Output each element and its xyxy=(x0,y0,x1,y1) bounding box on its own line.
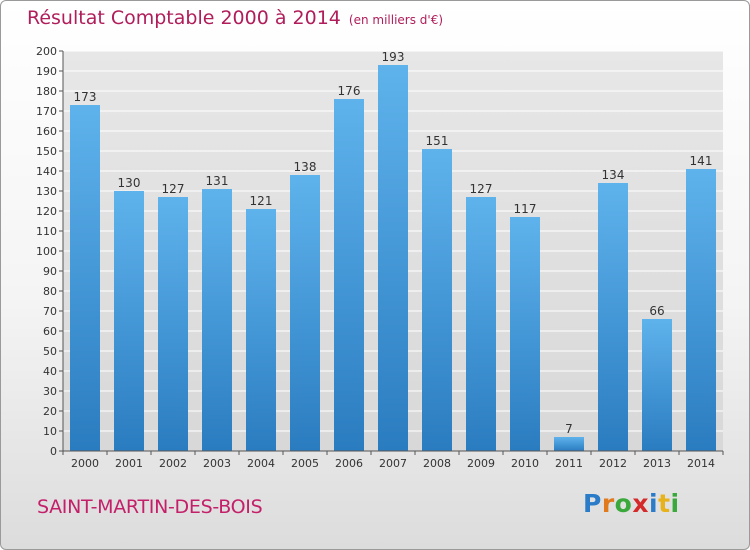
data-label: 127 xyxy=(470,182,493,196)
y-tick-label: 180 xyxy=(36,85,57,98)
data-label: 66 xyxy=(649,304,664,318)
y-tick-label: 30 xyxy=(43,385,57,398)
bar xyxy=(378,65,408,451)
y-tick-label: 170 xyxy=(36,105,57,118)
bar xyxy=(202,189,232,451)
bar xyxy=(554,437,584,451)
y-tick-label: 120 xyxy=(36,205,57,218)
y-tick-label: 60 xyxy=(43,325,57,338)
y-tick-label: 190 xyxy=(36,65,57,78)
proxiti-logo: Proxiti xyxy=(583,489,680,518)
bar xyxy=(114,191,144,451)
bar xyxy=(70,105,100,451)
data-label: 131 xyxy=(206,174,229,188)
bar xyxy=(510,217,540,451)
data-label: 117 xyxy=(514,202,537,216)
logo-letter: o xyxy=(614,489,633,518)
data-label: 176 xyxy=(338,84,361,98)
x-tick-label: 2012 xyxy=(599,457,627,470)
x-tick-label: 2011 xyxy=(555,457,583,470)
logo-letter: i xyxy=(649,489,659,518)
bar xyxy=(642,319,672,451)
y-tick-label: 200 xyxy=(36,45,57,58)
data-label: 7 xyxy=(565,422,573,436)
data-label: 127 xyxy=(162,182,185,196)
data-label: 138 xyxy=(294,160,317,174)
y-tick-label: 10 xyxy=(43,425,57,438)
x-tick-label: 2010 xyxy=(511,457,539,470)
y-tick-label: 80 xyxy=(43,285,57,298)
data-label: 173 xyxy=(74,90,97,104)
data-label: 151 xyxy=(426,134,449,148)
y-tick-label: 90 xyxy=(43,265,57,278)
y-tick-label: 100 xyxy=(36,245,57,258)
y-tick-label: 150 xyxy=(36,145,57,158)
bar xyxy=(422,149,452,451)
y-tick-label: 110 xyxy=(36,225,57,238)
bar xyxy=(466,197,496,451)
x-tick-label: 2007 xyxy=(379,457,407,470)
bar xyxy=(334,99,364,451)
logo-letter: r xyxy=(601,489,615,518)
data-label: 141 xyxy=(690,154,713,168)
y-tick-label: 50 xyxy=(43,345,57,358)
x-tick-label: 2003 xyxy=(203,457,231,470)
x-tick-label: 2001 xyxy=(115,457,143,470)
bar xyxy=(290,175,320,451)
x-tick-label: 2002 xyxy=(159,457,187,470)
data-label: 193 xyxy=(382,50,405,64)
y-tick-label: 160 xyxy=(36,125,57,138)
x-tick-label: 2005 xyxy=(291,457,319,470)
data-label: 121 xyxy=(250,194,273,208)
bar xyxy=(686,169,716,451)
logo-letter: x xyxy=(632,489,649,518)
logo-letter: P xyxy=(583,489,602,518)
bar xyxy=(158,197,188,451)
bar xyxy=(246,209,276,451)
commune-name: SAINT-MARTIN-DES-BOIS xyxy=(37,496,263,518)
y-tick-label: 140 xyxy=(36,165,57,178)
y-tick-label: 130 xyxy=(36,185,57,198)
x-tick-label: 2008 xyxy=(423,457,451,470)
x-tick-label: 2014 xyxy=(687,457,715,470)
chart-title-unit: (en milliers d'€) xyxy=(348,13,444,27)
x-tick-label: 2009 xyxy=(467,457,495,470)
logo-letter: i xyxy=(670,489,680,518)
data-label: 130 xyxy=(118,176,141,190)
y-tick-label: 0 xyxy=(50,445,57,458)
data-label: 134 xyxy=(602,168,625,182)
chart-title-main: Résultat Comptable 2000 à 2014 xyxy=(27,7,341,29)
y-tick-label: 40 xyxy=(43,365,57,378)
bar xyxy=(598,183,628,451)
y-tick-label: 20 xyxy=(43,405,57,418)
logo-letter: t xyxy=(658,489,671,518)
y-tick-label: 70 xyxy=(43,305,57,318)
x-tick-label: 2006 xyxy=(335,457,363,470)
chart-title: Résultat Comptable 2000 à 2014 (en millie… xyxy=(27,7,443,29)
x-tick-label: 2013 xyxy=(643,457,671,470)
x-tick-label: 2000 xyxy=(71,457,99,470)
x-tick-label: 2004 xyxy=(247,457,275,470)
